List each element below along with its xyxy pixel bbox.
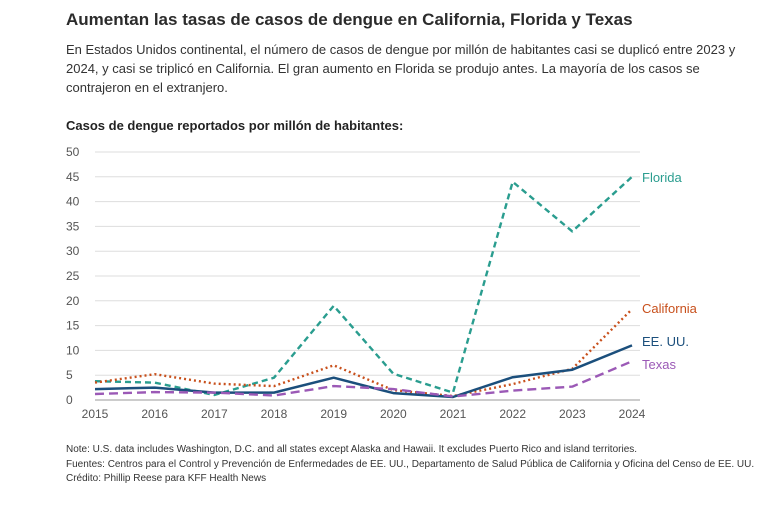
y-tick-label: 25 (66, 269, 80, 283)
chart-subtitle: En Estados Unidos continental, el número… (66, 42, 736, 95)
footer-credit: Crédito: Phillip Reese para KFF Health N… (66, 473, 267, 484)
x-tick-label: 2022 (499, 407, 526, 421)
y-tick-label: 5 (66, 368, 73, 382)
y-axis: 0 5 10 15 20 25 30 35 40 45 50 (66, 145, 80, 407)
footer: Note: U.S. data includes Washington, D.C… (66, 443, 756, 487)
y-tick-label: 50 (66, 145, 80, 159)
chart-headline: Aumentan las tasas de casos de dengue en… (66, 10, 633, 29)
x-tick-label: 2016 (141, 407, 168, 421)
grid-lines (95, 151, 640, 401)
x-tick-label: 2024 (619, 407, 646, 421)
series-label: Texas (642, 357, 676, 372)
x-tick-label: 2015 (82, 407, 109, 421)
series-line (94, 175, 633, 397)
footer-sources: Fuentes: Centros para el Control y Preve… (66, 458, 755, 470)
series-line (94, 344, 633, 399)
series-lines (94, 175, 633, 399)
y-tick-label: 10 (66, 343, 80, 357)
y-tick-label: 40 (66, 195, 80, 209)
series-line (94, 360, 633, 398)
y-tick-label: 20 (66, 294, 80, 308)
y-tick-label: 0 (66, 393, 73, 407)
y-tick-label: 45 (66, 170, 80, 184)
chart-title: Casos de dengue reportados por millón de… (66, 118, 404, 133)
series-label: EE. UU. (642, 334, 689, 349)
x-tick-label: 2020 (380, 407, 407, 421)
y-tick-label: 15 (66, 319, 80, 333)
x-tick-label: 2019 (320, 407, 347, 421)
footer-note: Note: U.S. data includes Washington, D.C… (66, 444, 638, 455)
x-tick-label: 2021 (440, 407, 467, 421)
y-tick-label: 35 (66, 219, 80, 233)
x-tick-label: 2017 (201, 407, 228, 421)
series-label: Florida (642, 170, 683, 185)
x-tick-label: 2023 (559, 407, 586, 421)
series-line (94, 308, 633, 398)
series-labels: Florida California EE. UU. Texas (642, 170, 698, 372)
y-tick-label: 30 (66, 244, 80, 258)
x-tick-label: 2018 (261, 407, 288, 421)
series-label: California (642, 301, 698, 316)
x-axis: 2015 2016 2017 2018 2019 2020 2021 2022 2023 2024 (82, 407, 646, 421)
